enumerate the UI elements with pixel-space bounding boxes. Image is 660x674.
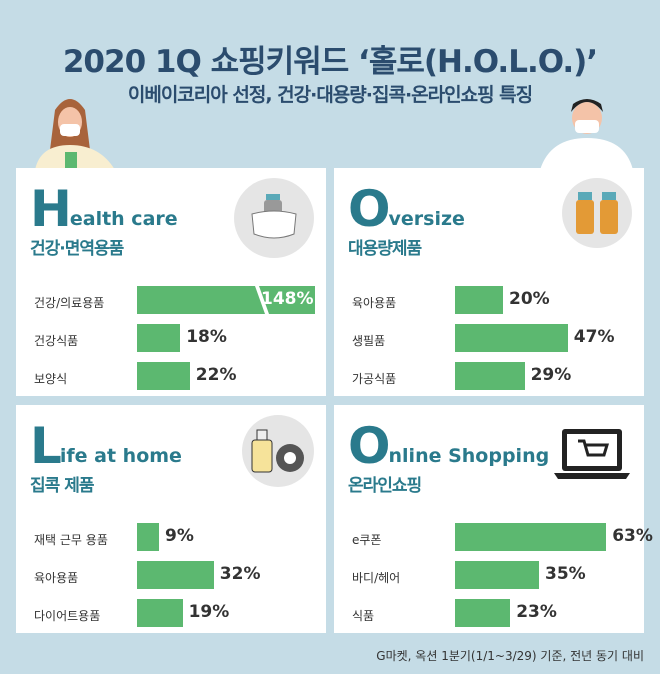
category-label: 건강/의료용품: [34, 296, 105, 310]
source-note: G마켓, 옥션 1분기(1/1~3/29) 기준, 전년 동기 대비: [376, 649, 644, 663]
value-label: 22%: [195, 365, 237, 385]
bar-row: 가공식품 29%: [334, 360, 644, 398]
panel-online-shopping: Online Shopping 온라인쇼핑 e쿠폰 63% 바디/헤어 35% 식품 23…: [334, 405, 653, 635]
bar-row: 육아용품 32%: [16, 559, 326, 597]
woman-illustration: [35, 99, 115, 170]
value-label: 18%: [186, 327, 227, 347]
category-label: e쿠폰: [352, 533, 382, 547]
value-label: 47%: [573, 327, 615, 347]
bar-break-segment: [259, 286, 315, 314]
bar: [455, 599, 511, 627]
bar-row: 보양식 22%: [16, 360, 326, 398]
bar: [137, 362, 190, 390]
bar: [137, 599, 183, 627]
category-label: 가공식품: [352, 372, 397, 386]
panel-oversize: Oversize 대용량제품 육아용품 20% 생필품 47% 가공식품 29%: [334, 168, 644, 396]
panel-life-at-home: Life at home 집콕 제품 재택 근무 용품 9% 육아용품 32% 다이어트…: [16, 405, 326, 633]
bar-row: 육아용품 20%: [334, 284, 644, 322]
bar: [137, 561, 214, 589]
big-letter: L: [30, 417, 62, 475]
category-label: 바디/헤어: [352, 571, 401, 585]
panel-title: ife at home: [59, 445, 182, 467]
bottles-icon: [562, 178, 632, 248]
bar-row: 재택 근무 용품 9%: [16, 521, 326, 559]
big-letter: O: [348, 417, 391, 475]
bar-row: 식품 23%: [334, 597, 644, 635]
value-label: 20%: [509, 289, 550, 309]
category-label: 육아용품: [34, 571, 79, 585]
bar-row: 건강식품 18%: [16, 322, 326, 360]
bar: [455, 286, 503, 314]
category-label: 보양식: [34, 372, 68, 386]
panel-subtitle: 대용량제품: [348, 239, 422, 259]
page-title: 2020 1Q 쇼핑키워드 ‘홀로(H.O.L.O.)’: [62, 44, 598, 80]
category-label: 건강식품: [34, 334, 79, 348]
value-label: 35%: [545, 564, 586, 584]
category-label: 육아용품: [352, 296, 397, 310]
panel-title: ealth care: [69, 208, 178, 230]
value-label: 23%: [516, 602, 557, 622]
panel-subtitle: 집콕 제품: [30, 476, 94, 496]
panel-health-care: Health care 건강·면역용품 건강/의료용품 148% 건강식품 18% 보양…: [16, 168, 326, 396]
bar: [455, 324, 568, 352]
bar-row: 바디/헤어 35%: [334, 559, 644, 597]
bar-row: e쿠폰 63%: [334, 521, 653, 559]
value-label: 9%: [165, 526, 194, 546]
panel-subtitle: 온라인쇼핑: [348, 476, 422, 496]
value-label: 19%: [188, 602, 230, 622]
category-label: 재택 근무 용품: [34, 533, 108, 547]
value-label: 63%: [612, 526, 653, 546]
value-label: 32%: [219, 564, 261, 584]
bar: [137, 286, 265, 314]
mask-bottle-icon: [234, 178, 314, 258]
big-letter: H: [30, 180, 72, 238]
bottle-tape-icon: [242, 415, 314, 487]
laptop-cart-icon: [552, 415, 632, 495]
category-label: 식품: [352, 609, 375, 623]
bar-row: 생필품 47%: [334, 322, 644, 360]
bar: [137, 523, 159, 551]
value-label: 29%: [530, 365, 572, 385]
bar-row: 다이어트용품 19%: [16, 597, 326, 635]
big-letter: O: [348, 180, 391, 238]
panel-title: nline Shopping: [388, 445, 550, 467]
panel-title: versize: [388, 208, 465, 230]
bar: [455, 561, 539, 589]
panel-subtitle: 건강·면역용품: [30, 239, 124, 259]
category-label: 생필품: [352, 334, 386, 348]
bar: [455, 362, 525, 390]
category-label: 다이어트용품: [34, 609, 101, 623]
bar: [137, 324, 181, 352]
man-illustration: [540, 99, 633, 170]
value-label: 148%: [261, 289, 314, 309]
bar-row: 건강/의료용품 148%: [16, 284, 326, 322]
page-subtitle: 이베이코리아 선정, 건강·대용량·집콕·온라인쇼핑 특징: [127, 84, 533, 106]
bar: [455, 523, 607, 551]
